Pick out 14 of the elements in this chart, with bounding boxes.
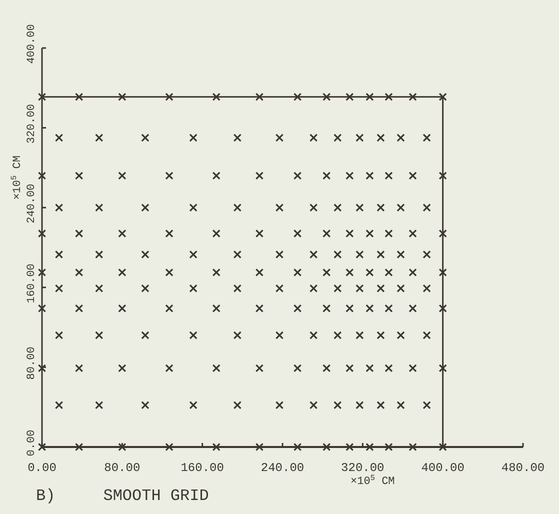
x-tick-label: 160.00 [180,461,224,475]
y-tick-label: 0.00 [26,430,38,456]
x-axis-title: ×10$^{5}$ CM [350,474,395,488]
y-tick-label: 320.00 [26,104,38,144]
y-tick-label: 160.00 [26,264,38,304]
x-tick-label: 480.00 [501,461,545,475]
y-tick-label: 400.00 [26,24,38,64]
y-tick-label: 240.00 [26,184,38,224]
x-tick-label: 400.00 [421,461,464,475]
x-tick-label: 320.00 [341,461,384,475]
x-tick-label: 240.00 [260,461,304,475]
x-tick-label: 80.00 [104,461,140,475]
y-tick-label: 80.00 [26,346,38,380]
text: B) SMOOTH GRID [36,487,209,505]
